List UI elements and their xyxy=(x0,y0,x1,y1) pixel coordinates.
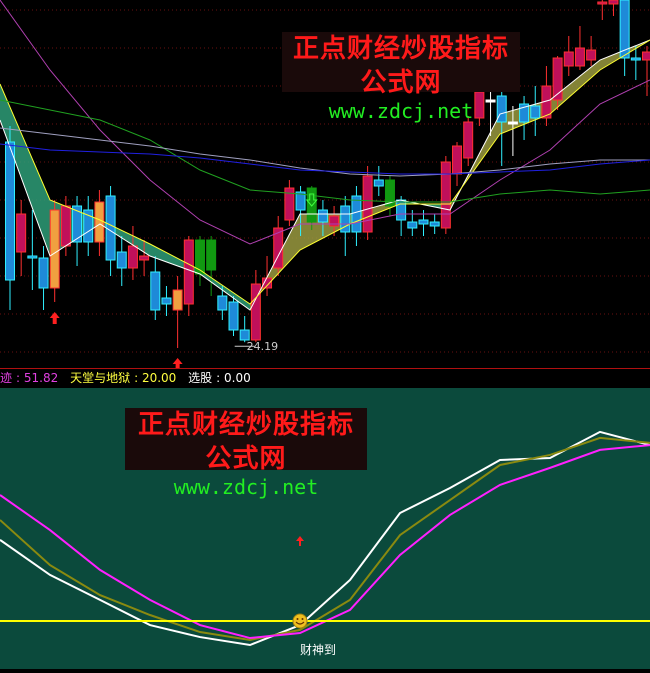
candle-body xyxy=(508,122,517,124)
watermark-title: 正点财经炒股指标公式网 xyxy=(282,32,520,100)
smiley-eye xyxy=(297,618,299,620)
candle-body xyxy=(207,240,216,270)
indicator-status-bar: 迹: 51.82 天堂与地狱: 20.00 选股: 0.00 xyxy=(0,368,650,388)
candle-body xyxy=(229,302,238,330)
low-price-label: 24.19 xyxy=(247,340,279,353)
watermark-title: 正点财经炒股指标公式网 xyxy=(125,408,367,476)
candle-body xyxy=(419,220,428,224)
candle-body xyxy=(631,58,640,60)
candle-body xyxy=(307,188,316,222)
candle-body xyxy=(184,240,193,304)
buy-arrow-icon xyxy=(50,312,60,324)
candle-body xyxy=(430,222,439,226)
candle-body xyxy=(28,256,37,258)
oscillator-panel[interactable]: 财神到 正点财经炒股指标公式网 www.zdcj.net xyxy=(0,388,650,669)
candle-body xyxy=(397,200,406,220)
candle-body xyxy=(140,256,149,260)
red-up-arrow-icon xyxy=(296,536,304,546)
candle-body xyxy=(117,252,126,268)
candle-body xyxy=(598,2,607,4)
candle-body xyxy=(464,122,473,158)
candle-body xyxy=(441,162,450,228)
candle-body xyxy=(106,196,115,260)
price-panel[interactable]: 24.19 正点财经炒股指标公式网 www.zdcj.net xyxy=(0,0,650,368)
candle-body xyxy=(50,210,59,288)
candle-body xyxy=(352,196,361,232)
candle-body xyxy=(408,222,417,228)
candle-body xyxy=(162,298,171,304)
candle-body xyxy=(240,330,249,340)
ma-line-5 xyxy=(0,144,650,174)
candle-body xyxy=(453,146,462,174)
buy-arrow-icon xyxy=(173,358,183,368)
status-item-1: 天堂与地狱: 20.00 xyxy=(70,371,180,385)
candle-body xyxy=(575,48,584,66)
watermark: 正点财经炒股指标公式网 www.zdcj.net xyxy=(282,32,520,92)
smiley-icon xyxy=(293,614,307,628)
candle-body xyxy=(17,214,26,252)
candle-body xyxy=(318,210,327,222)
status-item-2: 选股: 0.00 xyxy=(188,371,255,385)
candle-body xyxy=(151,272,160,310)
candle-body xyxy=(218,296,227,310)
candle-body xyxy=(61,206,70,246)
candle-body xyxy=(128,246,137,268)
candle-body xyxy=(6,142,15,280)
candle-body xyxy=(363,176,372,232)
candle-body xyxy=(643,52,650,60)
candle-body xyxy=(609,0,618,4)
watermark-url: www.zdcj.net xyxy=(125,476,367,498)
candle-body xyxy=(564,52,573,66)
candle-body xyxy=(587,50,596,60)
candle-body xyxy=(95,202,104,242)
watermark-lower: 正点财经炒股指标公式网 www.zdcj.net xyxy=(125,408,367,470)
smiley-eye xyxy=(302,618,304,620)
candle-body xyxy=(374,180,383,186)
status-item-0: 迹: 51.82 xyxy=(0,371,62,385)
candle-body xyxy=(39,258,48,288)
candle-body xyxy=(173,290,182,310)
candle-body xyxy=(531,106,540,118)
signal-label: 财神到 xyxy=(300,643,336,657)
watermark-url: www.zdcj.net xyxy=(282,100,520,122)
